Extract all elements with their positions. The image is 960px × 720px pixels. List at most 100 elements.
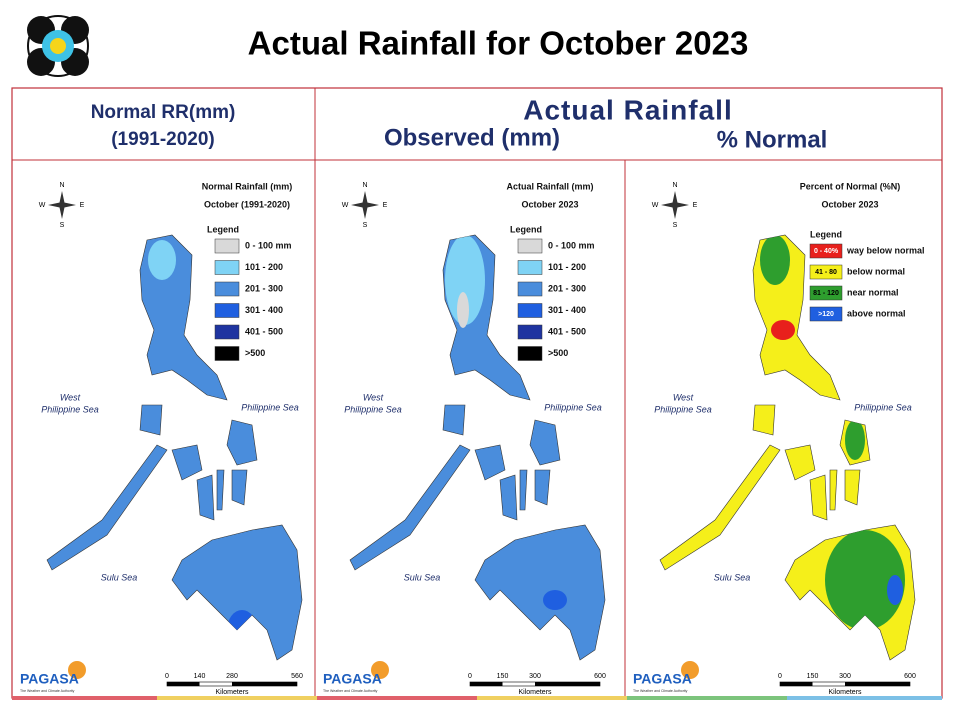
region [786,606,794,614]
region [771,320,795,340]
scale-label: 0 [468,673,472,680]
scale-seg [470,682,503,686]
scale-seg [780,682,813,686]
legend-label: >500 [548,348,568,358]
region [148,240,176,280]
scale-label: 150 [807,673,819,680]
region [485,383,495,393]
legend-label: >500 [245,348,265,358]
sea-label: Philippine Sea [241,402,299,412]
stripe [477,696,627,700]
island [474,444,506,481]
legend-label: 101 - 200 [245,262,283,272]
island [171,444,203,481]
legend-label: 0 - 100 mm [245,240,292,250]
sea-label: Sulu Sea [101,572,138,582]
legend-label: >120 [818,311,834,318]
logo-mark [68,661,86,679]
legend-swatch [214,281,240,297]
stripe [317,696,477,700]
region [887,575,903,605]
legend-label: 401 - 500 [245,326,283,336]
island [171,524,303,661]
legend-swatch [517,281,543,297]
legend-swatch [214,346,240,361]
header-left: (1991-2020) [111,129,215,150]
island [844,469,861,506]
compass-label: N [672,182,677,189]
frame [11,87,943,699]
logo-tagline: The Weather and Climate Authority [323,689,378,693]
legend-swatch [809,243,843,259]
scale-seg [232,682,297,686]
compass [351,191,379,219]
compass-label: W [652,202,659,209]
logo [27,15,89,77]
header-right-sub: Observed (mm) [384,124,560,151]
map-panel: N E S W Normal Rainfall (mm) October (1991-20… [20,181,303,695]
sea-label: Sulu Sea [404,572,441,582]
legend-swatch [809,285,843,301]
island [231,469,248,506]
compass-label: S [363,222,368,229]
island [829,469,838,511]
island [139,404,163,436]
stripe [157,696,317,700]
legend-label: 401 - 500 [548,326,586,336]
sea-label: Philippine Sea [544,402,602,412]
island [216,469,225,511]
legend-label: 201 - 300 [245,283,283,293]
island [46,444,168,571]
map-panel: N E S W Percent of Normal (%N) October 2023 Le… [633,181,925,695]
island [659,444,781,571]
logo-tagline: The Weather and Climate Authority [633,689,688,693]
island [196,474,215,521]
legend-swatch [809,306,843,322]
legend-swatch [517,324,543,340]
legend-label: 201 - 300 [548,283,586,293]
map-title: October 2023 [821,199,878,209]
legend-desc: way below normal [846,245,925,255]
stripe [12,696,157,700]
map-title: October (1991-2020) [204,199,290,209]
logo-agency: PAGASA [633,671,692,687]
sea-label: Sulu Sea [714,572,751,582]
legend-swatch [517,346,543,361]
legend-desc: above normal [847,308,906,318]
sea-label: Philippine Sea [344,404,402,414]
region [227,610,257,650]
legend-label: 0 - 40% [814,248,839,255]
compass-label: E [693,202,698,209]
slide-title: Actual Rainfall for October 2023 [248,25,749,62]
scale-label: 0 [165,673,169,680]
scale-label: 560 [291,673,303,680]
compass-label: W [39,202,46,209]
scale-label: 600 [594,673,606,680]
scale-seg [845,682,910,686]
scale-label: 150 [497,673,509,680]
island [442,404,466,436]
logo-mark [681,661,699,679]
island [474,524,606,661]
sea-label: Philippine Sea [854,402,912,412]
compass [661,191,689,219]
legend-swatch [214,260,240,275]
compass-label: E [383,202,388,209]
map [46,234,303,661]
header-right-title: Actual Rainfall [523,94,732,125]
header-left: Normal RR(mm) [91,102,236,123]
logo-agency: PAGASA [20,671,79,687]
compass-label: W [342,202,349,209]
region [845,420,865,460]
compass [48,191,76,219]
compass-label: S [60,222,65,229]
region [543,590,567,610]
scale-unit: Kilometers [518,689,552,696]
island [752,404,776,436]
island [784,444,816,481]
legend-label: 301 - 400 [548,305,586,315]
region [825,530,905,630]
map-title: Percent of Normal (%N) [800,181,901,191]
legend-swatch [214,303,240,318]
